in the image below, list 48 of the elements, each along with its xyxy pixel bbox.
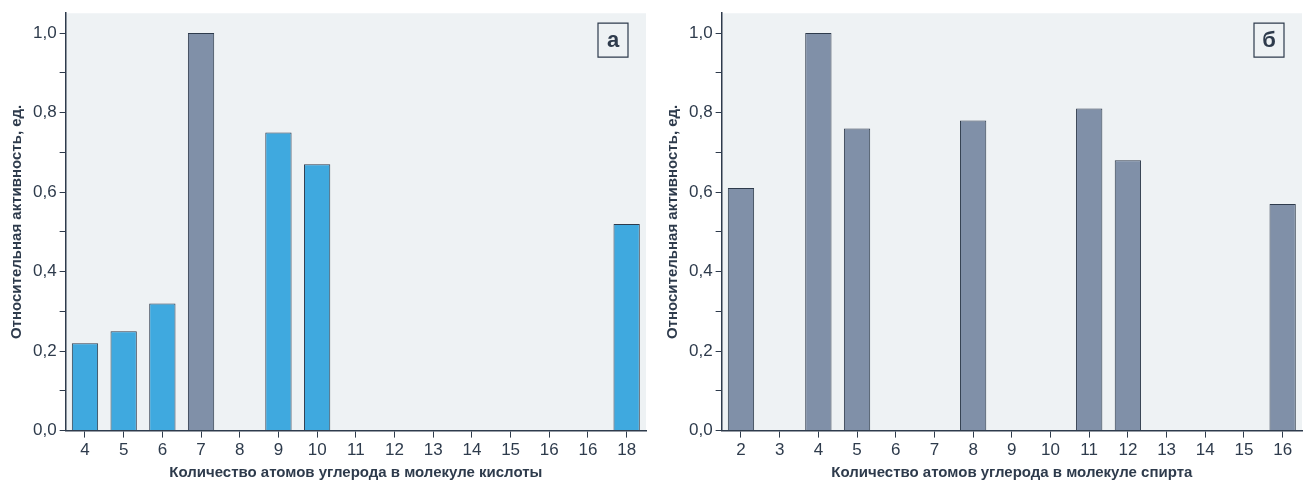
x-tick-label: 5	[852, 440, 862, 460]
x-tick-label: 14	[1195, 440, 1215, 460]
x-tick-label: 10	[1041, 440, 1060, 460]
y-tick-label: 0,0	[688, 420, 713, 440]
x-tick-label: 12	[1118, 440, 1138, 460]
x-tick-label: 11	[346, 440, 365, 460]
y-axis-title: Относительная активность, ед.	[7, 104, 25, 340]
y-tick-label: 0,0	[32, 420, 57, 440]
x-tick-label: 15	[501, 440, 521, 460]
x-tick-label: 8	[968, 440, 978, 460]
y-tick-label: 0,8	[32, 102, 57, 122]
x-tick-label: 11	[1080, 440, 1099, 460]
x-tick-label: 6	[157, 440, 168, 460]
y-tick-label: 0,8	[688, 102, 713, 122]
x-tick-label: 18	[617, 440, 637, 460]
x-tick-label: 5	[118, 440, 129, 460]
y-tick-label: 0,4	[32, 261, 57, 281]
x-tick-label: 7	[196, 440, 206, 460]
annotation: а	[606, 27, 620, 53]
x-tick-label: 3	[774, 440, 785, 460]
x-tick-label: 9	[273, 440, 284, 460]
x-axis-title: Количество атомов углерода в молекуле кислоты	[169, 463, 543, 481]
y-tick-label: 1,0	[688, 22, 713, 42]
x-tick-label: 12	[385, 440, 404, 460]
x-tick-label: 9	[1007, 440, 1017, 460]
y-tick-label: 0,2	[688, 340, 713, 360]
y-tick-label: 0,4	[688, 261, 713, 281]
x-tick-label: 4	[80, 440, 90, 460]
x-tick-label: 16	[539, 440, 559, 460]
x-tick-label: 2	[736, 440, 746, 460]
y-tick-label: 0,6	[688, 181, 713, 201]
x-tick-label: 16	[578, 440, 598, 460]
y-axis-title: Относительная активность, ед.	[663, 104, 681, 340]
x-axis-title: Количество атомов углерода в молекуле спирта	[831, 463, 1193, 481]
y-tick-label: 1,0	[32, 22, 57, 42]
x-tick-label: 10	[307, 440, 327, 460]
annotation: б	[1262, 27, 1276, 53]
x-tick-label: 7	[929, 440, 940, 460]
x-tick-label: 4	[813, 440, 824, 460]
y-tick-label: 0,6	[32, 181, 57, 201]
y-tick-label: 0,2	[32, 340, 57, 360]
x-tick-label: 14	[462, 440, 482, 460]
x-tick-label: 13	[1157, 440, 1177, 460]
x-tick-label: 6	[891, 440, 901, 460]
x-tick-label: 15	[1234, 440, 1254, 460]
x-tick-label: 16	[1273, 440, 1293, 460]
x-tick-label: 8	[235, 440, 245, 460]
x-tick-label: 13	[423, 440, 443, 460]
